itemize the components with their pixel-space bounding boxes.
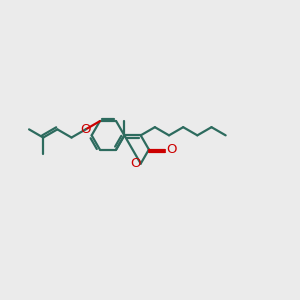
Text: O: O: [130, 157, 141, 170]
Text: O: O: [80, 123, 91, 136]
Text: O: O: [166, 143, 176, 156]
